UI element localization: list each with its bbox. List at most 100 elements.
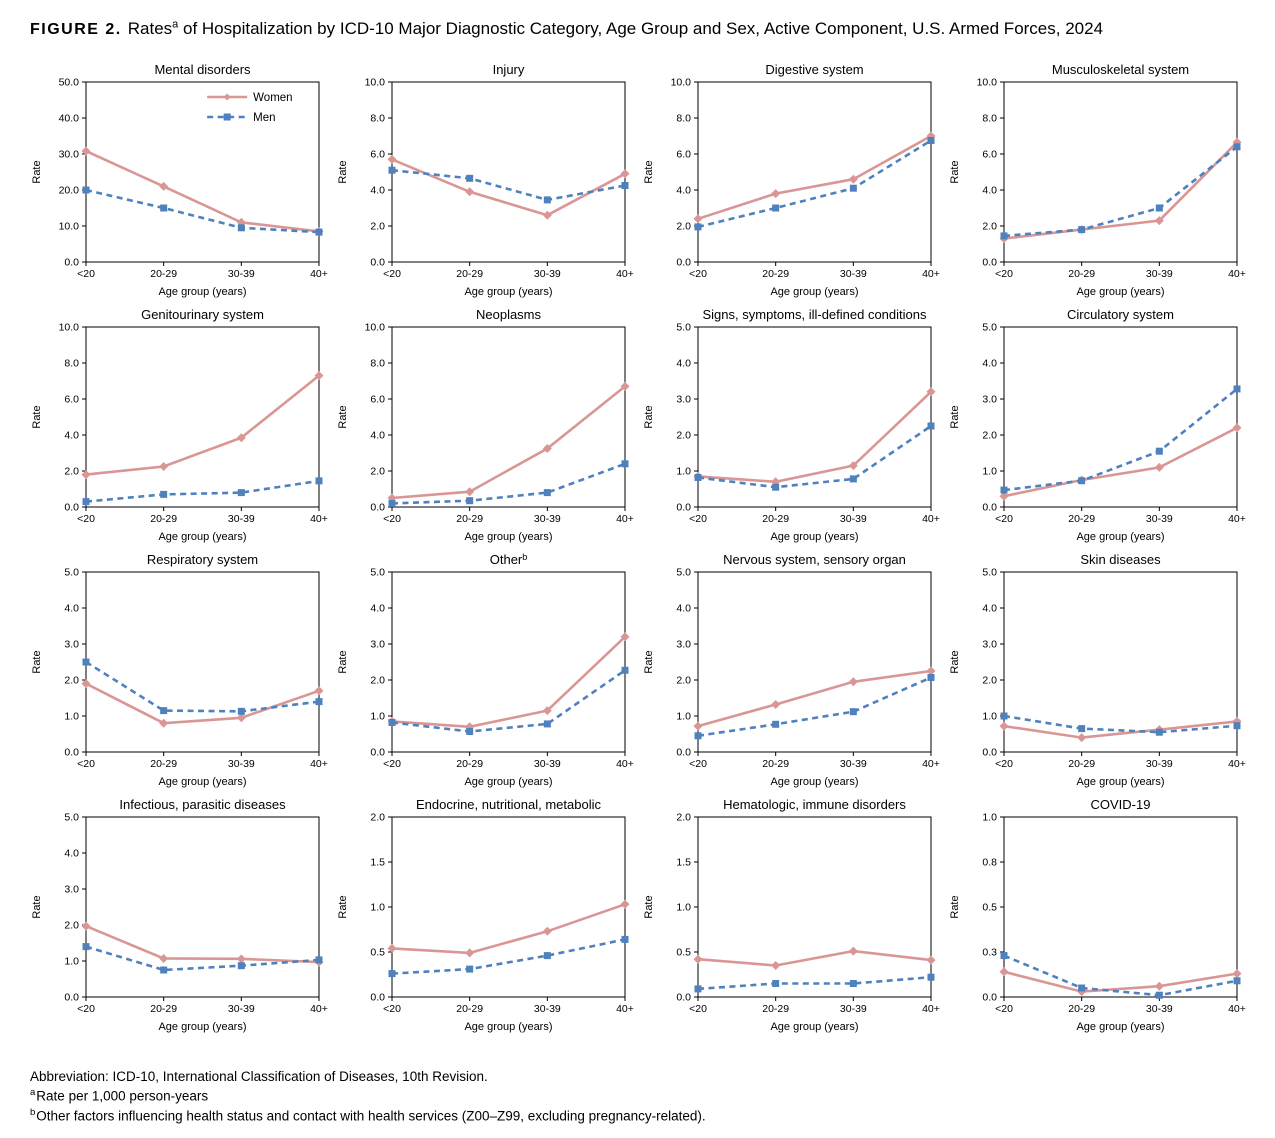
svg-text:2.0: 2.0 — [676, 220, 691, 232]
svg-text:<20: <20 — [995, 513, 1013, 525]
svg-text:<20: <20 — [77, 1003, 95, 1015]
svg-text:<20: <20 — [383, 513, 401, 525]
chart-skin-diseases: Skin diseases 0.0 1.0 2.0 3.0 4.0 5.0 <20 20-29 3… — [949, 552, 1246, 788]
chart-title: Respiratory system — [147, 552, 258, 567]
plot-border — [697, 326, 932, 508]
svg-text:6.0: 6.0 — [676, 148, 691, 160]
figure-header: FIGURE 2. Ratesa of Hospitalization by IC… — [0, 14, 1275, 39]
svg-text:40+: 40+ — [922, 268, 940, 280]
chart-title: Signs, symptoms, ill-defined conditions — [703, 307, 927, 322]
svg-text:2.0: 2.0 — [982, 674, 997, 686]
footnote-text: Abbreviation: ICD-10, International Clas… — [30, 1068, 488, 1084]
svg-text:8.0: 8.0 — [64, 357, 79, 369]
men-series-markers — [82, 477, 323, 505]
y-axis-label: Rate — [949, 895, 961, 918]
y-axis-label: Rate — [643, 405, 655, 428]
y-axis-label: Rate — [643, 650, 655, 673]
chart-title: Musculoskeletal system — [1052, 62, 1189, 77]
svg-text:2.0: 2.0 — [370, 220, 385, 232]
svg-text:<20: <20 — [689, 268, 707, 280]
plot-border — [85, 81, 320, 263]
svg-text:40+: 40+ — [922, 758, 940, 770]
x-axis: <20 20-29 30-39 40+ — [995, 261, 1246, 280]
x-axis: <20 20-29 30-39 40+ — [383, 751, 634, 770]
svg-text:4.0: 4.0 — [982, 357, 997, 369]
svg-text:2.0: 2.0 — [982, 429, 997, 441]
svg-text:<20: <20 — [995, 1003, 1013, 1015]
svg-text:0.0: 0.0 — [370, 501, 385, 513]
svg-text:1.0: 1.0 — [676, 465, 691, 477]
svg-text:3.0: 3.0 — [676, 393, 691, 405]
svg-text:10.0: 10.0 — [59, 220, 80, 232]
svg-text:1.5: 1.5 — [676, 856, 691, 868]
svg-text:4.0: 4.0 — [370, 184, 385, 196]
svg-text:20-29: 20-29 — [762, 268, 789, 280]
svg-text:30-39: 30-39 — [534, 1003, 561, 1015]
svg-text:0.0: 0.0 — [676, 256, 691, 268]
svg-text:20-29: 20-29 — [762, 758, 789, 770]
women-series-line — [697, 390, 932, 483]
svg-text:1.5: 1.5 — [370, 856, 385, 868]
svg-text:20-29: 20-29 — [456, 758, 483, 770]
plot-border — [1003, 571, 1238, 753]
men-series-line — [85, 479, 320, 503]
svg-text:30-39: 30-39 — [534, 758, 561, 770]
plot-border — [391, 326, 626, 508]
svg-text:40+: 40+ — [1228, 1003, 1246, 1015]
y-axis: 0.0 0.3 0.5 0.8 1.0 — [982, 811, 1004, 1003]
svg-text:5.0: 5.0 — [64, 811, 79, 823]
chart-title: Otherb — [490, 552, 528, 567]
svg-text:10.0: 10.0 — [365, 321, 386, 333]
x-axis: <20 20-29 30-39 40+ — [995, 996, 1246, 1015]
men-series-markers — [1000, 142, 1241, 240]
x-axis: <20 20-29 30-39 40+ — [689, 751, 940, 770]
women-series-markers — [81, 678, 324, 728]
x-axis-label: Age group (years) — [770, 776, 858, 788]
x-axis: <20 20-29 30-39 40+ — [689, 996, 940, 1015]
svg-text:3.0: 3.0 — [64, 883, 79, 895]
svg-text:0.3: 0.3 — [982, 946, 997, 958]
men-series-markers — [1000, 951, 1241, 999]
figure-label: FIGURE 2. — [30, 20, 122, 38]
svg-text:40+: 40+ — [616, 1003, 634, 1015]
svg-text:0.8: 0.8 — [982, 856, 997, 868]
svg-text:8.0: 8.0 — [676, 112, 691, 124]
svg-text:2.0: 2.0 — [676, 674, 691, 686]
y-axis-label: Rate — [31, 650, 43, 673]
women-series-markers — [387, 899, 630, 958]
legend: Women Men — [207, 92, 293, 124]
svg-text:<20: <20 — [995, 268, 1013, 280]
svg-text:20-29: 20-29 — [150, 268, 177, 280]
figure-title-superscript: a — [172, 18, 179, 30]
men-series-markers — [694, 973, 935, 993]
x-axis: <20 20-29 30-39 40+ — [77, 996, 328, 1015]
men-series-markers — [388, 935, 629, 977]
x-axis-label: Age group (years) — [158, 1021, 246, 1033]
charts-grid: Mental disorders 0.0 10.0 20.0 30.0 40.0 50.0 <… — [26, 61, 1275, 1041]
x-axis: <20 20-29 30-39 40+ — [77, 751, 328, 770]
svg-text:30-39: 30-39 — [840, 758, 867, 770]
legend-label-women: Women — [253, 92, 292, 104]
svg-text:3.0: 3.0 — [676, 638, 691, 650]
svg-text:0.0: 0.0 — [64, 746, 79, 758]
legend-label-men: Men — [253, 112, 275, 124]
svg-text:40+: 40+ — [310, 758, 328, 770]
svg-text:0.0: 0.0 — [982, 256, 997, 268]
svg-text:0.5: 0.5 — [370, 946, 385, 958]
chart-infectious-parasitic-diseases: Infectious, parasitic diseases 0.0 1.0 2.0 3… — [31, 797, 328, 1033]
women-series-line — [1003, 141, 1238, 240]
svg-text:0.0: 0.0 — [676, 746, 691, 758]
women-series-markers — [999, 966, 1242, 996]
men-series-markers — [694, 673, 935, 739]
svg-text:4.0: 4.0 — [64, 847, 79, 859]
svg-text:0.0: 0.0 — [982, 501, 997, 513]
men-series-markers — [388, 459, 629, 507]
women-series-markers — [387, 381, 630, 503]
svg-text:2.0: 2.0 — [676, 429, 691, 441]
svg-text:5.0: 5.0 — [64, 566, 79, 578]
svg-text:6.0: 6.0 — [370, 148, 385, 160]
y-axis-label: Rate — [949, 405, 961, 428]
svg-text:<20: <20 — [383, 758, 401, 770]
y-axis: 0.0 1.0 2.0 3.0 4.0 5.0 — [982, 566, 1004, 758]
svg-text:40.0: 40.0 — [59, 112, 80, 124]
